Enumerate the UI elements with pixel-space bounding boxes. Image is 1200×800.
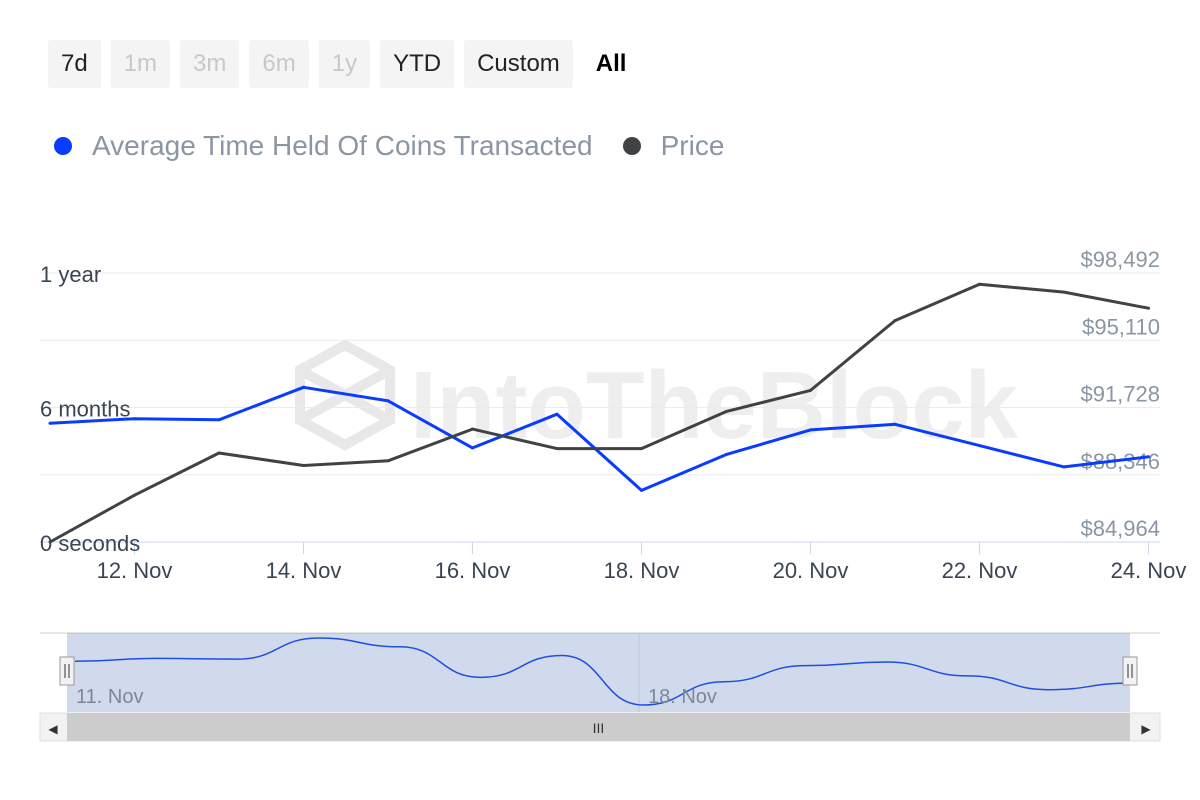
data-point [640,488,643,492]
data-point [48,421,52,425]
right-axis-label: $91,728 [1080,382,1160,407]
x-tick-label: 14. Nov [266,558,342,583]
data-point [386,459,390,463]
data-point [133,417,136,421]
watermark: IntoTheBlock [295,339,1019,459]
legend-item-0[interactable]: Average Time Held Of Coins Transacted [54,130,593,162]
data-point [555,447,559,451]
range-button-6m: 6m [249,40,309,88]
handle-body [59,656,75,686]
data-point [1062,465,1066,469]
range-button-ytd[interactable]: YTD [380,40,455,88]
range-button-custom[interactable]: Custom [464,40,573,88]
legend-item-1[interactable]: Price [622,130,725,162]
data-point [893,319,897,323]
range-button-7d[interactable]: 7d [48,40,101,88]
navigator-scrollbar[interactable]: III ◀ ▶ [39,712,1161,742]
data-point [302,385,305,389]
data-point [471,427,474,431]
handle-body [1122,656,1138,686]
x-tick-label: 16. Nov [435,558,511,583]
data-point [133,493,136,497]
data-point [809,428,812,432]
x-tick-label: 18. Nov [604,558,680,583]
data-point [1147,455,1150,459]
navigator-label: 18. Nov [648,686,717,708]
watermark-text: IntoTheBlock [410,352,1019,459]
navigator-left-handle[interactable] [59,656,75,686]
data-point [555,412,559,416]
series-line-price [49,282,1149,544]
navigator[interactable]: 11. Nov 18. Nov III ◀ ▶ [39,632,1161,742]
chart-legend: Average Time Held Of Coins Transacted Pri… [54,130,754,162]
data-point [471,446,474,450]
data-point [893,422,897,426]
series-line-avg-time-held [49,385,1149,492]
legend-marker-icon [54,137,72,155]
data-point [217,418,221,422]
scroll-right-arrow-icon[interactable]: ▶ [1141,722,1151,736]
data-point [1062,290,1066,294]
range-button-1y: 1y [318,40,371,88]
range-button-1m: 1m [110,40,171,88]
right-axis-label: $84,964 [1080,516,1160,541]
navigator-series-line [74,637,1131,706]
right-axis-label: $98,492 [1080,247,1160,272]
scrollbar-grip-icon: III [593,720,605,736]
data-point [978,444,981,448]
legend-label: Price [660,130,725,161]
data-point [302,464,305,467]
right-axis-label: $95,110 [1082,314,1160,339]
data-point [809,388,812,392]
data-point [1147,306,1150,310]
range-selector: 7d 1m 3m 6m 1y YTD Custom All [48,40,639,88]
x-tick-label: 24. Nov [1111,558,1187,583]
data-point [217,451,221,455]
navigator-label: 11. Nov [76,686,143,708]
navigator-right-handle[interactable] [1122,656,1138,686]
data-point [978,282,981,286]
legend-label: Average Time Held Of Coins Transacted [92,130,593,161]
data-point [640,447,643,451]
data-point [48,540,52,544]
data-point [724,410,728,414]
scrollbar-thumb [67,713,1130,741]
navigator-selection [67,633,1130,712]
left-axis-label: 6 months [40,397,131,422]
x-tick-label: 20. Nov [773,558,849,583]
x-tick-label: 22. Nov [942,558,1018,583]
left-axis-label: 1 year [40,262,101,287]
range-button-all[interactable]: All [595,50,627,77]
data-point [386,399,390,403]
x-tick-label: 12. Nov [97,558,173,583]
left-axis-label: 0 seconds [40,531,140,556]
data-point [724,453,728,457]
range-button-3m: 3m [180,40,240,88]
scroll-left-arrow-icon[interactable]: ◀ [48,722,58,736]
legend-marker-icon [622,137,641,155]
